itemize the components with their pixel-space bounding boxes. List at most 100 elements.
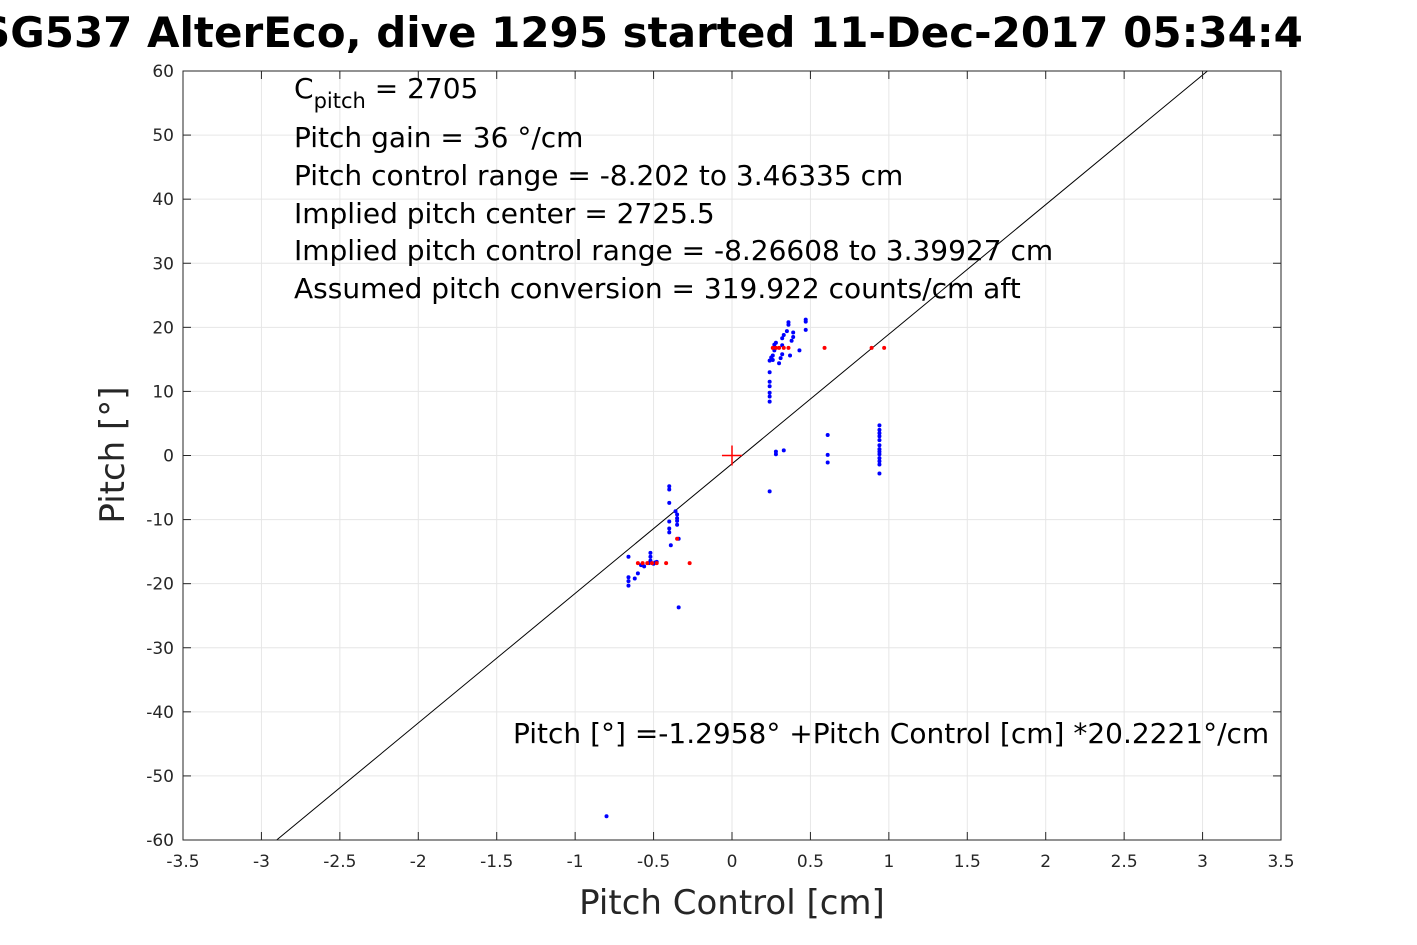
x-tick-label: -3 xyxy=(253,852,270,872)
x-tick-label: -3.5 xyxy=(166,852,199,872)
measured-point xyxy=(667,530,672,535)
measured-point xyxy=(626,575,631,580)
x-tick-label: 1.5 xyxy=(954,852,981,872)
measured-point xyxy=(648,554,653,559)
y-tick-label: 40 xyxy=(152,190,174,210)
info-annotations: Cpitch = 2705 Pitch gain = 36 °/cm Pitch… xyxy=(294,72,1269,750)
measured-point xyxy=(803,327,808,332)
y-axis-label: Pitch [°] xyxy=(93,386,133,523)
measured-point xyxy=(877,443,882,448)
measured-point xyxy=(784,329,789,334)
measured-point xyxy=(777,361,782,366)
commanded-point xyxy=(822,345,827,350)
y-tick-label: -60 xyxy=(146,831,174,851)
measured-point xyxy=(626,579,631,584)
measured-point xyxy=(632,576,637,581)
measured-point xyxy=(877,459,882,464)
commanded-point xyxy=(635,561,640,566)
measured-point xyxy=(877,456,882,461)
c-pitch-subscript: pitch xyxy=(314,89,366,113)
measured-point xyxy=(773,449,778,454)
measured-point xyxy=(797,348,802,353)
control-range-annotation: Pitch control range = -8.202 to 3.46335 … xyxy=(294,159,903,192)
measured-point xyxy=(767,399,772,404)
commanded-point xyxy=(645,561,650,566)
x-tick-label: 3.5 xyxy=(1267,852,1294,872)
commanded-point xyxy=(687,561,692,566)
measured-point xyxy=(667,526,672,531)
measured-point xyxy=(786,320,791,325)
measured-point xyxy=(673,509,678,514)
measured-point xyxy=(626,554,631,559)
commanded-point xyxy=(650,561,655,566)
y-tick-label: 50 xyxy=(152,126,174,146)
y-tick-label: -40 xyxy=(146,703,174,723)
measured-point xyxy=(788,353,793,358)
chart-title: SG537 AlterEco, dive 1295 started 11-Dec… xyxy=(0,8,1303,57)
y-tick-label: 60 xyxy=(152,62,174,82)
commanded-point xyxy=(770,345,775,350)
x-tick-label: -2.5 xyxy=(323,852,356,872)
pitch-gain-annotation: Pitch gain = 36 °/cm xyxy=(294,121,583,154)
fit-equation-annotation: Pitch [°] =-1.2958° +Pitch Control [cm] … xyxy=(513,717,1269,750)
measured-point xyxy=(791,330,796,335)
implied-range-annotation: Implied pitch control range = -8.26608 t… xyxy=(294,234,1053,267)
measured-point xyxy=(767,489,772,494)
measured-point xyxy=(781,333,786,338)
measured-point xyxy=(675,512,680,517)
measured-point xyxy=(789,338,794,343)
measured-point xyxy=(604,814,609,819)
commanded-point xyxy=(654,561,659,566)
measured-point xyxy=(675,518,680,523)
measured-point xyxy=(648,550,653,555)
measured-point xyxy=(780,336,785,341)
y-tick-label: 20 xyxy=(152,318,174,338)
measured-point xyxy=(767,384,772,389)
measured-point xyxy=(675,522,680,527)
measured-point xyxy=(825,460,830,465)
x-tick-label: -1 xyxy=(567,852,584,872)
measured-point xyxy=(877,423,882,428)
data-points xyxy=(604,317,887,819)
measured-point xyxy=(667,519,672,524)
measured-point xyxy=(877,452,882,457)
x-tick-label: 0 xyxy=(727,852,738,872)
measured-point xyxy=(767,394,772,399)
commanded-point xyxy=(664,561,669,566)
measured-point xyxy=(767,379,772,384)
measured-point xyxy=(676,605,681,610)
measured-point xyxy=(667,484,672,489)
measured-point xyxy=(642,564,647,569)
measured-point xyxy=(770,353,775,358)
measured-point xyxy=(781,448,786,453)
measured-point xyxy=(773,340,778,345)
c-pitch-letter: C xyxy=(294,72,314,105)
measured-point xyxy=(877,471,882,476)
commanded-point xyxy=(882,345,887,350)
measured-point xyxy=(877,431,882,436)
commanded-point xyxy=(675,536,680,541)
measured-point xyxy=(770,358,775,363)
fit-line xyxy=(276,70,1208,841)
x-tick-label: 1 xyxy=(883,852,894,872)
measured-point xyxy=(825,432,830,437)
measured-point xyxy=(877,434,882,439)
y-tick-label: -10 xyxy=(146,511,174,531)
y-tick-label: 0 xyxy=(163,447,174,467)
y-tick-labels: -60 -50 -40 -30 -20 -10 0 10 20 30 40 50 60 xyxy=(146,62,174,851)
origin-marker-layer xyxy=(722,445,742,466)
y-tick-label: -30 xyxy=(146,639,174,659)
x-axis-label: Pitch Control [cm] xyxy=(579,883,885,923)
measured-point xyxy=(877,462,882,467)
measured-point xyxy=(825,452,830,457)
y-tick-label: 30 xyxy=(152,254,174,274)
x-tick-label: -2 xyxy=(410,852,427,872)
commanded-point xyxy=(773,345,778,350)
x-tick-labels: -3.5 -3 -2.5 -2 -1.5 -1 -0.5 0 0.5 1 1.5 2 2.5 3 3.5 xyxy=(166,852,1294,872)
x-tick-label: 3 xyxy=(1197,852,1208,872)
measured-point xyxy=(877,438,882,443)
c-pitch-annotation: Cpitch = 2705 xyxy=(294,72,478,113)
x-tick-label: 2 xyxy=(1040,852,1051,872)
